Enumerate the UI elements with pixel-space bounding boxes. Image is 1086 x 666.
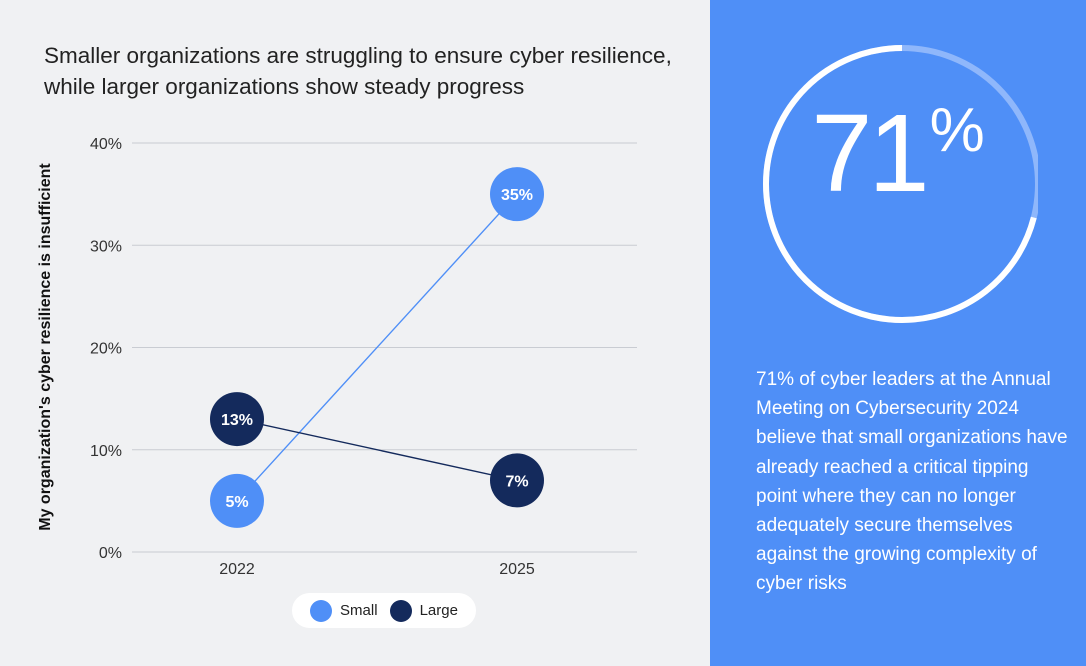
y-axis-title: My organization's cyber resilience is in… <box>37 163 54 531</box>
stat-description: 71% of cyber leaders at the Annual Meeti… <box>756 369 1068 595</box>
chart-panel: Smaller organizations are struggling to … <box>37 43 672 628</box>
legend-swatch-large <box>389 599 412 622</box>
data-label-large: 13% <box>221 412 253 429</box>
stat-value: 71 <box>811 92 929 215</box>
stat-number: 71% <box>710 90 1086 217</box>
y-tick-label: 10% <box>90 443 122 460</box>
legend-swatch-small <box>310 599 333 622</box>
x-tick-label: 2022 <box>219 561 255 578</box>
y-tick-label: 30% <box>90 238 122 255</box>
chart-title: Smaller organizations are struggling to … <box>44 43 672 99</box>
y-tick-label: 20% <box>90 341 122 358</box>
ring-progress <box>763 45 1038 323</box>
y-tick-label: 40% <box>90 136 122 153</box>
data-point-large <box>490 453 544 508</box>
data-point-large <box>210 392 264 447</box>
legend-label-small: Small <box>340 602 378 619</box>
y-tick-label: 0% <box>99 545 122 562</box>
data-label-large: 7% <box>505 473 528 490</box>
legend-item-small: Small <box>310 599 378 622</box>
data-label-small: 5% <box>225 494 248 511</box>
x-tick-label: 2025 <box>499 561 535 578</box>
line-chart: 0% 10% 20% 30% 40% 2022 2025 5% 35% 13% 7% <box>90 136 637 578</box>
stat-panel: 71% 71% of cyber leaders at the Annual M… <box>710 0 1086 666</box>
legend-label-large: Large <box>419 602 458 619</box>
stat-unit: % <box>929 96 985 165</box>
legend-item-large: Large <box>389 599 458 622</box>
data-label-small: 35% <box>501 187 533 204</box>
series-line-large <box>236 418 518 482</box>
series-line-small <box>236 193 518 502</box>
progress-ring <box>763 45 1038 323</box>
data-point-small <box>210 473 264 528</box>
legend: Small Large <box>292 593 476 628</box>
data-point-small <box>490 167 544 222</box>
